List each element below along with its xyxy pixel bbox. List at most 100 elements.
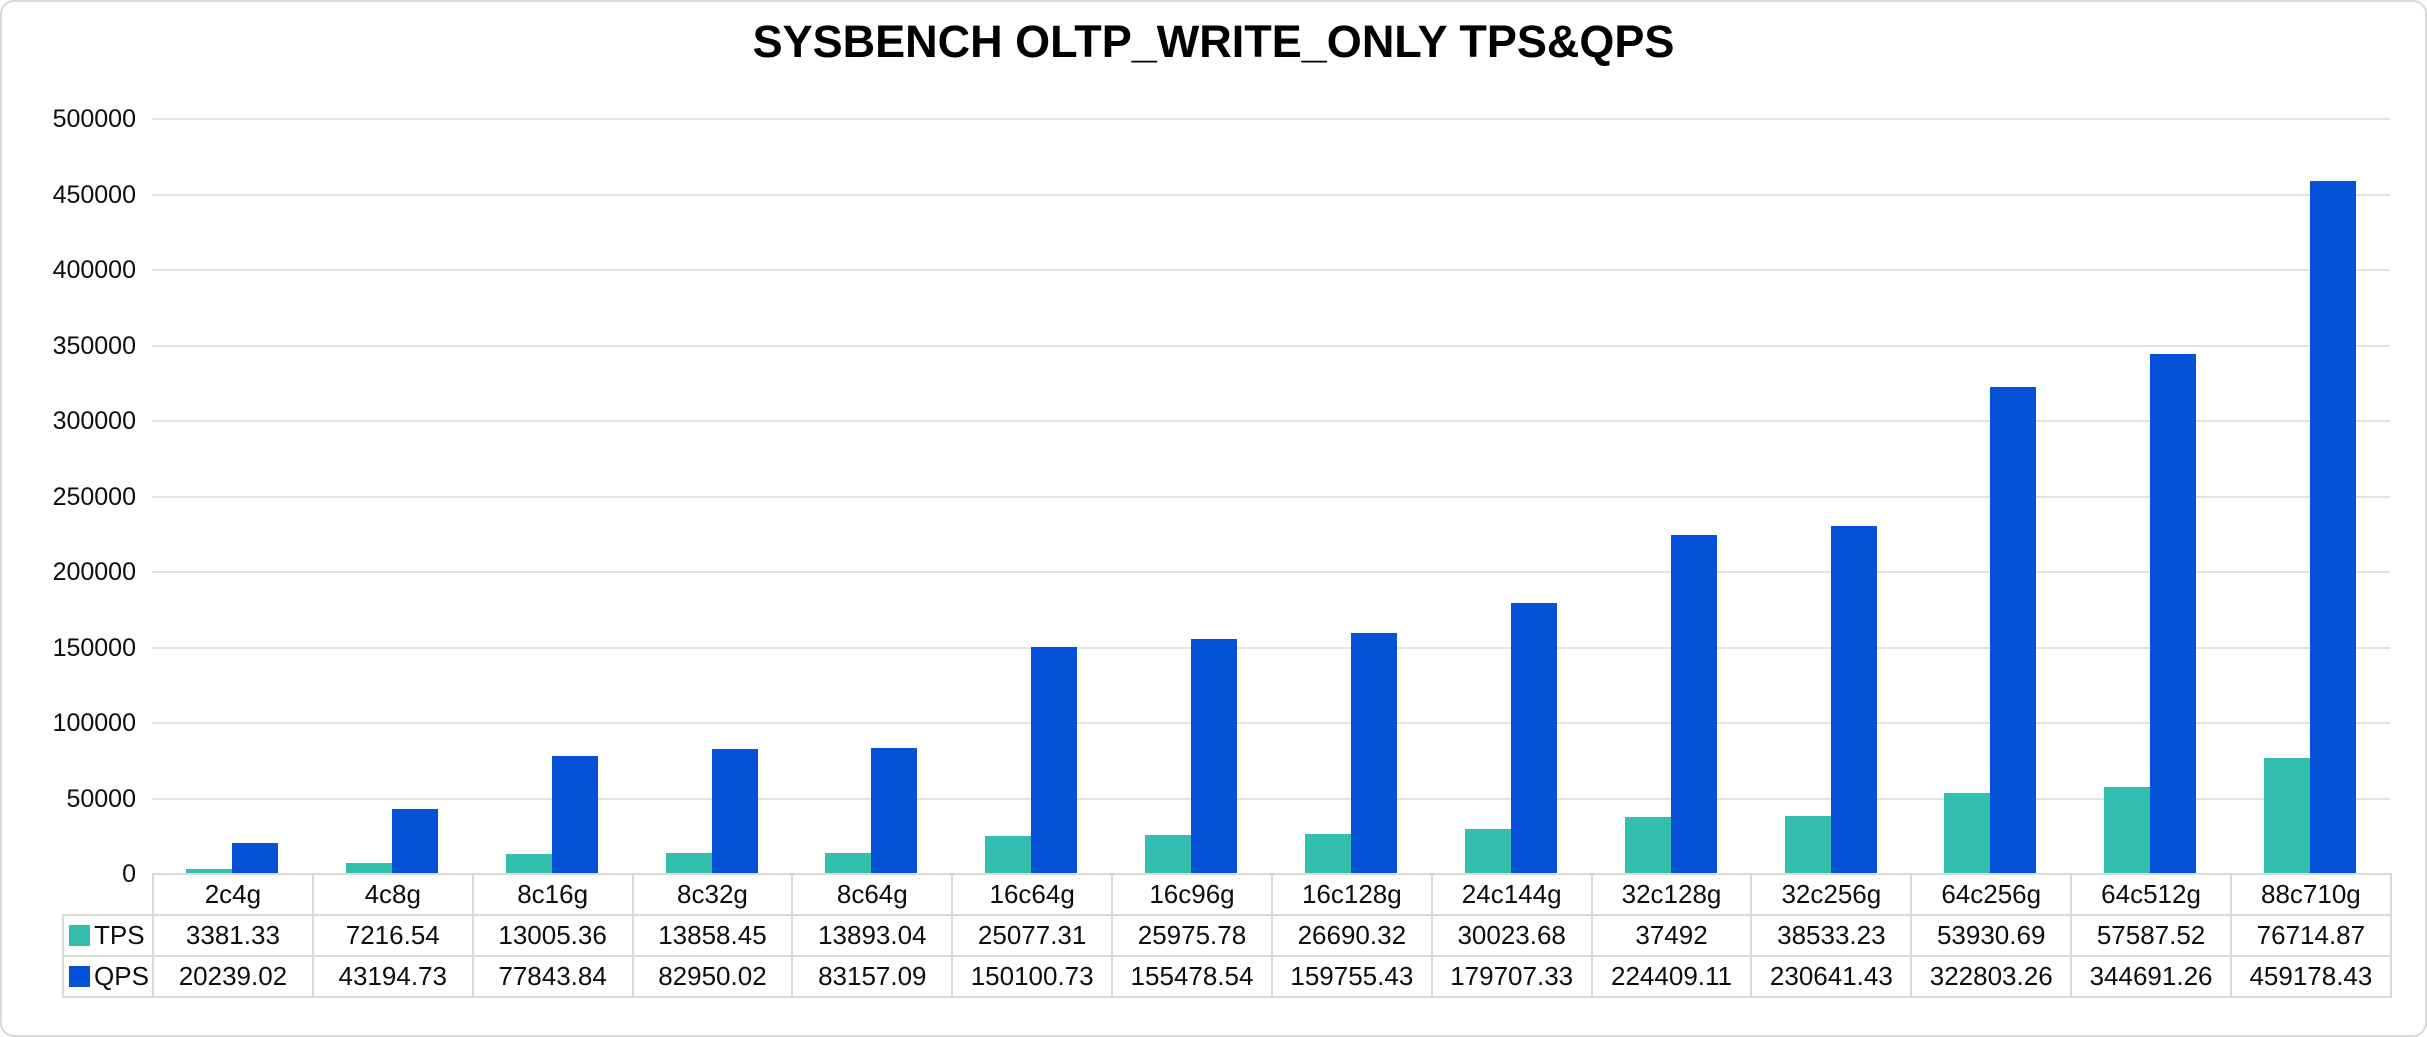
- qps-bar: [1031, 647, 1077, 874]
- qps-bar: [1511, 603, 1557, 874]
- table-cell-qps: 224409.11: [1590, 955, 1753, 998]
- table-cell-tps: 25077.31: [951, 914, 1114, 957]
- table-cell-qps: 43194.73: [311, 955, 474, 998]
- qps-bar: [1671, 535, 1717, 874]
- tps-bar: [985, 836, 1031, 874]
- gridline: [152, 797, 2390, 800]
- table-cell-qps: 155478.54: [1111, 955, 1273, 998]
- table-cell-tps: 57587.52: [2070, 914, 2232, 957]
- table-cell-tps: 26690.32: [1270, 914, 1433, 957]
- table-header-cell: 88c710g: [2229, 873, 2392, 916]
- qps-bar: [392, 809, 438, 874]
- table-cell-tps: 13005.36: [471, 914, 634, 957]
- tps-bar: [666, 853, 712, 874]
- data-table: 2c4g 4c8g 8c16g 8c32g 8c64g 16c64g 16c96g 16c12…: [62, 873, 2392, 998]
- y-axis-tick-label: 400000: [52, 256, 136, 284]
- gridline: [152, 571, 2390, 573]
- tps-bar: [2264, 758, 2310, 874]
- y-axis-tick-label: 350000: [52, 331, 136, 360]
- table-header-cell: 2c4g: [152, 873, 314, 916]
- qps-bar: [2150, 354, 2196, 874]
- gridline: [152, 646, 2390, 649]
- qps-series-label: QPS: [94, 961, 149, 991]
- qps-legend-swatch-icon: [69, 966, 90, 987]
- y-axis-tick-label: 450000: [52, 180, 136, 209]
- qps-bar: [232, 843, 278, 874]
- tps-bar: [1785, 816, 1831, 874]
- table-cell-tps: 76714.87: [2229, 914, 2392, 957]
- qps-legend-cell: QPS: [62, 955, 154, 998]
- tps-legend-swatch-icon: [69, 925, 90, 946]
- gridline: [152, 420, 2390, 422]
- table-cell-qps: 322803.26: [1910, 955, 2073, 998]
- tps-bar: [1465, 829, 1511, 874]
- tps-bar: [506, 854, 552, 874]
- table-header-cell: 8c64g: [791, 873, 954, 916]
- chart-title: SYSBENCH OLTP_WRITE_ONLY TPS&QPS: [752, 16, 1675, 67]
- tps-bar: [346, 863, 392, 874]
- table-cell-qps: 150100.73: [951, 955, 1114, 998]
- table-header-cell: 8c32g: [631, 873, 794, 916]
- y-axis-tick-label: 150000: [52, 633, 136, 662]
- table-header-cell: 16c96g: [1111, 873, 1273, 916]
- gridline: [152, 495, 2390, 498]
- y-axis-tick-label: 300000: [52, 407, 136, 435]
- qps-bar: [1351, 633, 1397, 874]
- y-axis-tick-label: 0: [122, 860, 136, 888]
- table-cell-tps: 3381.33: [152, 914, 314, 957]
- table-cell-tps: 25975.78: [1111, 914, 1273, 957]
- table-cell-qps: 20239.02: [152, 955, 314, 998]
- table-corner-cell: [63, 874, 153, 915]
- y-axis-tick-label: 100000: [52, 709, 136, 737]
- tps-bar: [1944, 793, 1990, 874]
- table-header-row: 2c4g 4c8g 8c16g 8c32g 8c64g 16c64g 16c96g 16c12…: [63, 873, 2392, 916]
- table-cell-qps: 159755.43: [1270, 955, 1433, 998]
- table-cell-qps: 344691.26: [2070, 955, 2232, 998]
- y-axis-tick-label: 50000: [66, 784, 136, 813]
- tps-bar: [1305, 834, 1351, 874]
- plot-area: [152, 119, 2390, 874]
- tps-legend-cell: TPS: [62, 914, 154, 957]
- tps-bar: [186, 869, 232, 874]
- table-cell-tps: 38533.23: [1750, 914, 1913, 957]
- tps-bar: [1625, 817, 1671, 874]
- tps-series-label: TPS: [94, 920, 145, 950]
- gridline: [152, 118, 2390, 120]
- table-cell-qps: 82950.02: [631, 955, 794, 998]
- qps-bar: [1990, 387, 2036, 874]
- gridline: [152, 722, 2390, 724]
- y-axis-tick-label: 200000: [52, 558, 136, 586]
- table-cell-qps: 77843.84: [471, 955, 634, 998]
- table-header-cell: 64c512g: [2070, 873, 2232, 916]
- table-cell-tps: 7216.54: [311, 914, 474, 957]
- y-axis-tick-label: 500000: [52, 105, 136, 133]
- table-cell-qps: 83157.09: [791, 955, 954, 998]
- qps-bar: [1191, 639, 1237, 874]
- table-cell-tps: 37492: [1590, 914, 1753, 957]
- table-header-cell: 16c128g: [1270, 873, 1433, 916]
- qps-bar: [2310, 181, 2356, 874]
- table-cell-tps: 13893.04: [791, 914, 954, 957]
- table-cell-qps: 459178.43: [2229, 955, 2392, 998]
- table-qps-row: QPS 20239.02 43194.73 77843.84 82950.02 8315…: [62, 955, 2392, 998]
- table-header-cell: 32c256g: [1750, 873, 1913, 916]
- table-header-cell: 24c144g: [1430, 873, 1593, 916]
- table-header-cell: 8c16g: [471, 873, 634, 916]
- table-cell-tps: 13858.45: [631, 914, 794, 957]
- qps-bar: [871, 748, 917, 874]
- y-axis-tick-label: 250000: [52, 482, 136, 511]
- table-tps-row: TPS 3381.33 7216.54 13005.36 13858.45 13893.…: [62, 914, 2392, 957]
- gridline: [152, 193, 2390, 196]
- gridline: [152, 269, 2390, 271]
- table-cell-tps: 30023.68: [1430, 914, 1593, 957]
- table-header-cell: 32c128g: [1590, 873, 1753, 916]
- table-cell-qps: 230641.43: [1750, 955, 1913, 998]
- tps-bar: [1145, 835, 1191, 874]
- qps-bar: [712, 749, 758, 874]
- tps-bar: [825, 853, 871, 874]
- gridline: [152, 344, 2390, 347]
- table-header-cell: 64c256g: [1910, 873, 2073, 916]
- table-cell-qps: 179707.33: [1430, 955, 1593, 998]
- qps-bar: [1831, 526, 1877, 874]
